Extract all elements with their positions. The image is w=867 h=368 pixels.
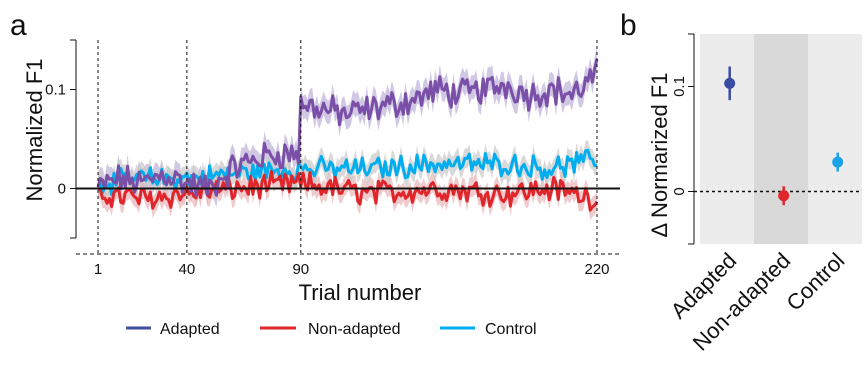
b-y-tick-label: 0.1: [671, 76, 688, 97]
y-tick-label: 0.1: [45, 82, 66, 99]
panel-b-axes: 00.1: [671, 33, 862, 245]
legend-label-non-adapted: Non-adapted: [308, 321, 401, 338]
category-background-non-adapted: [754, 34, 808, 244]
category-background-control: [808, 34, 862, 244]
legend: Adapted Non-adapted Control: [126, 321, 537, 338]
x-tick-label: 220: [584, 261, 609, 278]
legend-item-non-adapted: Non-adapted: [260, 321, 401, 338]
category-label-control: Control: [782, 248, 850, 316]
y-axis-title: Normalized F1: [22, 58, 47, 201]
panel-a-axes: 0 0.1 1 40 90 220: [45, 39, 620, 278]
b-y-axis-title: Δ Normarized F1: [647, 72, 672, 237]
data-point-non-adapted: [778, 190, 790, 202]
x-tick-label: 90: [292, 261, 309, 278]
panel-a-letter: a: [10, 9, 27, 42]
legend-item-adapted: Adapted: [126, 321, 220, 338]
legend-label-control: Control: [485, 321, 537, 338]
panel-a-chart: 0 0.1 1 40 90 220 Trial number Normalized F1: [22, 39, 620, 305]
x-tick-label: 1: [94, 261, 102, 278]
series-lines: [96, 58, 599, 212]
b-y-tick-label: 0: [671, 187, 688, 195]
panel-b-letter: b: [620, 9, 637, 42]
category-background-adapted: [700, 34, 754, 244]
category-points: [724, 66, 844, 206]
x-axis-title: Trial number: [299, 280, 422, 305]
category-backgrounds: [700, 34, 862, 244]
series-line-adapted: [96, 58, 599, 197]
series-line-non-adapted: [97, 169, 599, 212]
data-point-adapted: [724, 77, 736, 89]
data-point-control: [832, 156, 844, 168]
legend-item-control: Control: [440, 321, 537, 338]
legend-label-adapted: Adapted: [160, 321, 220, 338]
y-tick-label: 0: [58, 181, 66, 198]
x-tick-label: 40: [179, 261, 196, 278]
